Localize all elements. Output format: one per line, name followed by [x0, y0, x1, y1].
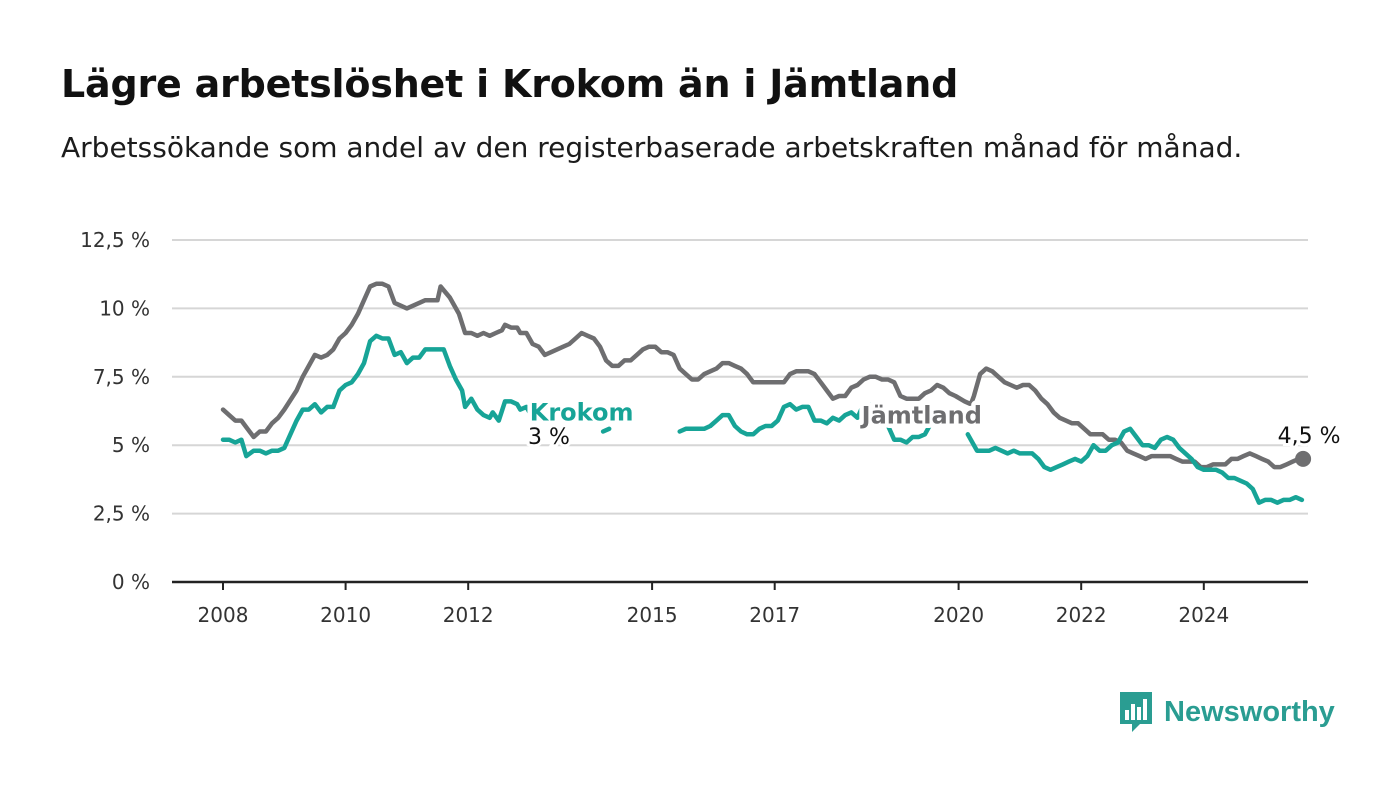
series-line-krokom	[600, 426, 612, 434]
y-axis-ticks: 0 % 2,5 % 5 % 7,5 % 10 % 12,5 %	[80, 228, 150, 594]
y-tick-label: 12,5 %	[80, 228, 150, 252]
y-tick-label: 2,5 %	[93, 502, 150, 526]
series-labels: 4,5 % 3 %Krokom Jämtland	[525, 394, 1344, 453]
y-tick-label: 7,5 %	[93, 365, 150, 389]
end-point-marker	[1295, 450, 1312, 467]
x-axis-ticks: 2008 2010 2012 2015 2017 2020 2022 2024	[198, 582, 1229, 627]
chart-title: Lägre arbetslöshet i Krokom än i Jämtlan…	[61, 62, 959, 106]
x-tick-label: 2015	[627, 603, 678, 627]
series-name-label-krokom: Krokom	[530, 399, 634, 427]
series-line-krokom	[220, 333, 554, 459]
y-tick-label: 0 %	[112, 570, 150, 594]
series-name-label-jamtland: Jämtland	[860, 401, 982, 429]
x-tick-label: 2022	[1056, 603, 1107, 627]
x-tick-label: 2010	[320, 603, 371, 627]
x-tick-label: 2024	[1178, 603, 1229, 627]
end-value-label: 3 %	[528, 425, 570, 450]
x-tick-label: 2012	[443, 603, 494, 627]
y-tick-label: 5 %	[112, 433, 150, 457]
series-line-krokom	[965, 426, 1305, 505]
end-point-marker	[542, 407, 559, 424]
x-tick-label: 2017	[749, 603, 800, 627]
series-line-jamtland	[220, 281, 1306, 470]
end-value-label: 4,5 %	[1278, 424, 1341, 449]
series-lines	[220, 281, 1312, 505]
series-line-krokom	[677, 401, 934, 445]
y-tick-label: 10 %	[99, 296, 150, 320]
newsworthy-logo-icon	[1120, 692, 1152, 732]
x-tick-label: 2020	[933, 603, 984, 627]
x-tick-label: 2008	[198, 603, 249, 627]
gridlines	[172, 239, 1308, 584]
newsworthy-logo: Newsworthy	[1118, 690, 1335, 734]
chart-subtitle: Arbetssökande som andel av den registerb…	[61, 131, 1243, 164]
brand-name: Newsworthy	[1164, 695, 1335, 728]
